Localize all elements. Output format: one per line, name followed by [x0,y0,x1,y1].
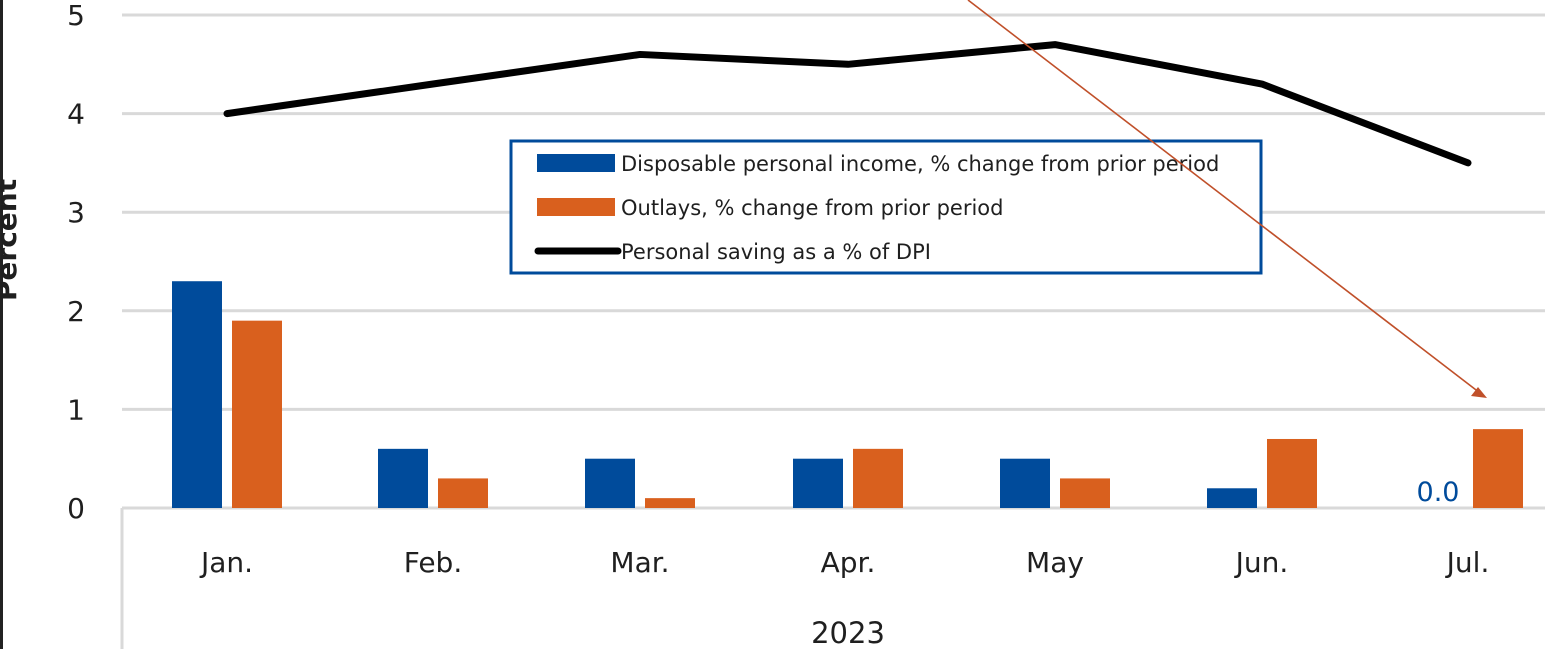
y-tick-label: 4 [67,98,85,131]
legend-label-dpi: Disposable personal income, % change fro… [621,152,1219,176]
x-axis-year-label: 2023 [811,616,885,649]
x-category-label: Jul. [1445,546,1490,579]
y-tick-label: 2 [67,295,85,328]
y-tick-label: 1 [67,393,85,426]
annotation [967,0,1487,398]
x-axis-categories: Jan. Feb. Mar. Apr. May Jun. Jul. [199,546,1489,579]
bar-outlays-3 [853,448,903,508]
x-category-label: Mar. [610,546,669,579]
gridlines [122,13,1545,411]
y-axis-label: Percent [0,179,23,301]
y-axis-ticks: 0 1 2 3 4 5 [67,0,85,525]
left-border [0,0,3,649]
bar-outlays-1 [438,478,488,508]
x-category-label: May [1026,546,1084,579]
bar-dpi-2 [585,458,635,508]
bar-dpi-0 [172,281,222,508]
x-category-label: Feb. [404,546,462,579]
x-category-label: Apr. [821,546,876,579]
saving-line [223,41,1472,167]
legend-label-outlays: Outlays, % change from prior period [621,196,1003,220]
bar-outlays-2 [645,498,695,508]
bar-outlays-6 [1473,429,1523,508]
bar-dpi-4 [1000,458,1050,508]
data-label: 0.0 [1417,477,1460,508]
legend: Disposable personal income, % change fro… [509,139,1263,275]
bar-dpi-3 [793,458,843,508]
y-tick-label: 3 [67,196,85,229]
bars [172,281,1523,508]
bar-outlays-4 [1060,478,1110,508]
legend-label-saving: Personal saving as a % of DPI [621,240,931,264]
data-labels: 0.0 [1417,477,1460,508]
bar-dpi-5 [1207,488,1257,508]
legend-swatch-dpi [537,154,615,172]
annotation-arrow-head [1471,387,1487,398]
bar-dpi-1 [378,448,428,508]
y-tick-label: 5 [67,0,85,32]
annotation-arrow-line [967,0,1481,394]
x-category-label: Jun. [1234,546,1289,579]
bar-outlays-0 [232,320,282,508]
y-tick-label: 0 [67,492,85,525]
legend-swatch-outlays [537,198,615,216]
legend-box [509,139,1263,275]
x-category-label: Jan. [199,546,253,579]
saving-line-layer [223,41,1472,167]
bar-outlays-5 [1267,438,1317,508]
